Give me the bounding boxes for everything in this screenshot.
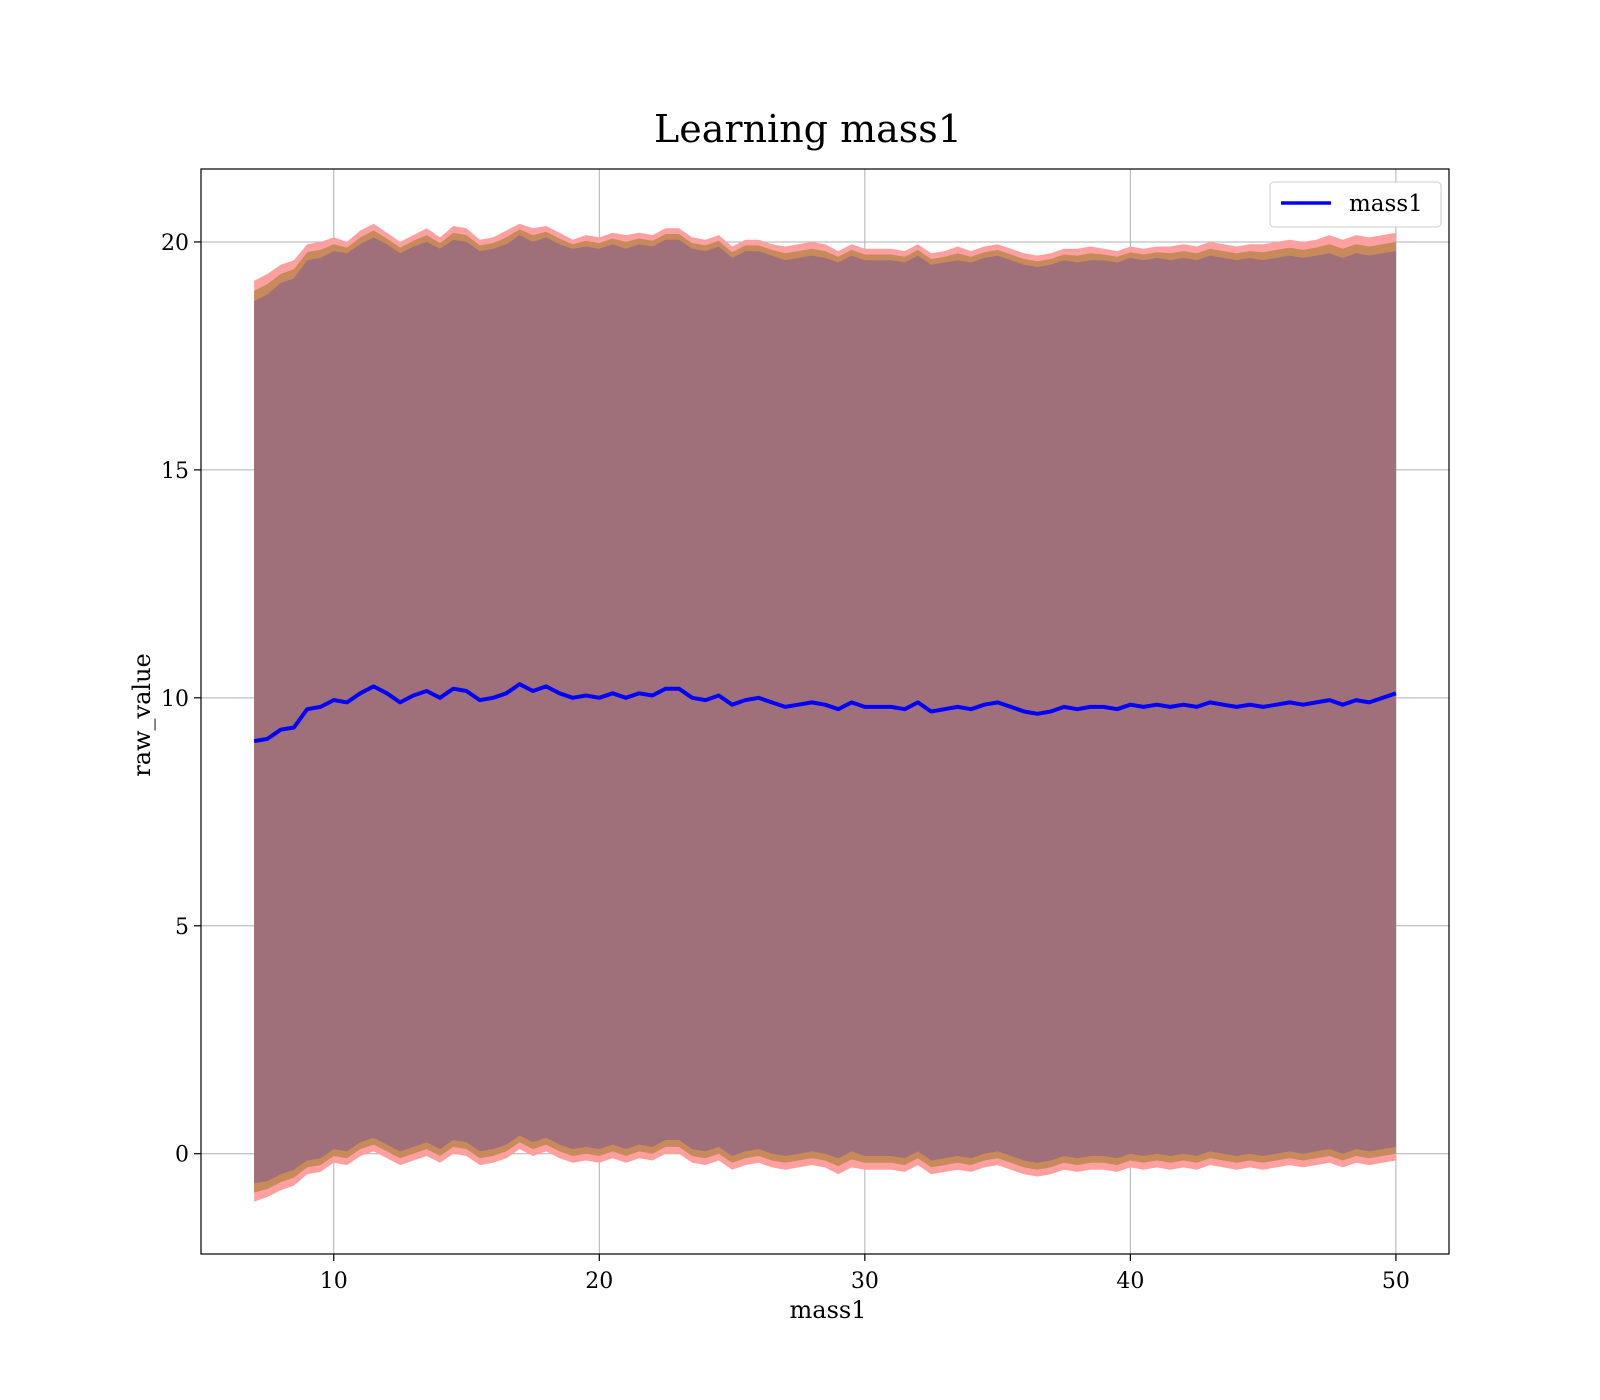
- x-tick-label: 30: [851, 1269, 879, 1294]
- x-tick-label: 10: [320, 1269, 348, 1294]
- y-tick-label: 15: [161, 459, 189, 484]
- confidence-bands: [254, 223, 1396, 1202]
- plot-area: [200, 168, 1450, 1255]
- band-inner: [254, 235, 1396, 1184]
- legend: mass1: [1269, 181, 1442, 228]
- y-axis-ticks: 0 5 10 15 20: [161, 231, 201, 1168]
- series-lines: [253, 682, 1397, 744]
- y-tick-label: 20: [161, 231, 189, 256]
- x-tick-label: 50: [1382, 1269, 1410, 1294]
- series-line-mass1: [253, 682, 1397, 744]
- y-tick-label: 10: [161, 687, 189, 712]
- y-tick-label: 0: [175, 1143, 189, 1168]
- x-axis-ticks: 10 20 30 40 50: [320, 1254, 1410, 1294]
- legend-box: [1269, 181, 1442, 228]
- x-tick-label: 40: [1116, 1269, 1144, 1294]
- x-tick-label: 20: [585, 1269, 613, 1294]
- legend-label-mass1: mass1: [1349, 191, 1423, 217]
- y-tick-label: 5: [175, 915, 189, 940]
- x-axis-label: mass1: [790, 1296, 867, 1324]
- chart-title: Learning mass1: [654, 107, 962, 151]
- y-axis-label: raw_value: [128, 653, 156, 777]
- plot-frame: [200, 168, 1450, 1255]
